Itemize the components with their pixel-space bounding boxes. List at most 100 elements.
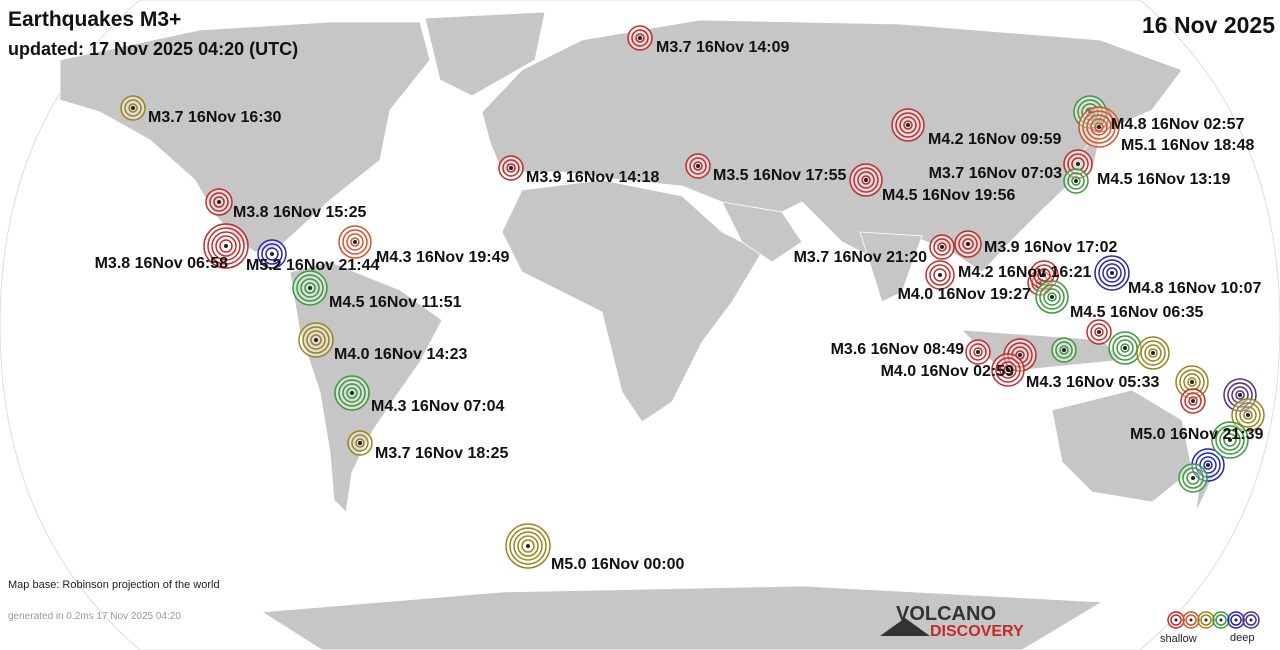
- ring: [1055, 341, 1073, 359]
- ring: [1243, 410, 1253, 420]
- quake-marker: [1136, 336, 1170, 370]
- ring: [1183, 373, 1201, 391]
- center: [131, 106, 135, 110]
- ring: [1059, 345, 1069, 355]
- ring: [1231, 386, 1249, 404]
- center: [1076, 162, 1080, 166]
- quake-marker: [334, 375, 370, 411]
- ring: [1120, 343, 1130, 353]
- center: [217, 200, 221, 204]
- center: [1062, 348, 1066, 352]
- quake-label: M4.8 16Nov 10:07: [1128, 280, 1262, 297]
- center: [1006, 368, 1010, 372]
- land: [59, 11, 1217, 650]
- ring: [1043, 288, 1061, 306]
- ring: [1144, 344, 1162, 362]
- quake-marker: [1035, 280, 1069, 314]
- quake-label: M3.7 16Nov 21:20: [794, 249, 928, 266]
- ring: [350, 237, 360, 247]
- center: [1238, 393, 1242, 397]
- ring: [1033, 264, 1055, 286]
- generated: generated in 0.2ms 17 Nov 2025 04:20: [8, 611, 181, 622]
- quakes: M3.7 16Nov 14:09 M3.7 16Nov 16:30 M3.9 16N…: [95, 25, 1265, 573]
- center: [696, 164, 700, 168]
- ring: [631, 29, 649, 47]
- quake-label: M4.0 16Nov 14:23: [334, 346, 468, 363]
- ring: [306, 330, 326, 350]
- quake-label: M3.9 16Nov 17:02: [984, 239, 1118, 256]
- quake-label: M3.7 16Nov 18:25: [375, 445, 509, 462]
- ring: [1239, 406, 1257, 424]
- quake-label: M5.1 16Nov 18:48: [1121, 137, 1255, 154]
- ring: [1179, 369, 1205, 395]
- ring: [1098, 259, 1126, 287]
- ring: [895, 112, 921, 138]
- legend-ring: [1242, 611, 1260, 629]
- ring: [958, 234, 978, 254]
- legend-ring: [1170, 614, 1182, 626]
- ring: [346, 387, 358, 399]
- center: [1042, 273, 1046, 277]
- ring: [1112, 335, 1138, 361]
- center: [976, 350, 980, 354]
- ring: [1182, 467, 1204, 489]
- ring: [899, 116, 917, 134]
- quake-marker: [120, 95, 146, 121]
- legend-ring: [1182, 611, 1200, 629]
- ring: [1047, 292, 1057, 302]
- ring: [355, 438, 365, 448]
- ring: [853, 167, 879, 193]
- ring: [1235, 402, 1261, 428]
- quake-label: M4.8 16Nov 02:57: [1111, 116, 1245, 133]
- ring: [219, 239, 233, 253]
- ring: [1082, 110, 1116, 144]
- quake-marker: [1175, 365, 1209, 399]
- ring: [1003, 365, 1013, 375]
- quake-marker: [991, 353, 1025, 387]
- legend-ring: [1230, 614, 1242, 626]
- ring: [693, 161, 703, 171]
- ring: [261, 243, 283, 265]
- quake-label: M4.2 16Nov 09:59: [928, 131, 1062, 148]
- map-base: Map base: Robinson projection of the wor…: [8, 579, 220, 591]
- ring: [506, 163, 516, 173]
- quake-marker: [1051, 337, 1077, 363]
- ring: [929, 264, 951, 286]
- legend-center: [1219, 618, 1223, 622]
- legend-center: [1174, 618, 1178, 622]
- ring: [1067, 172, 1085, 190]
- ring: [300, 278, 320, 298]
- logo-icon: [880, 618, 930, 636]
- quake-label: M5.0 16Nov 21:39: [1130, 426, 1264, 443]
- center: [1018, 353, 1022, 357]
- ring: [124, 99, 142, 117]
- quake-marker: [1078, 106, 1120, 148]
- quake-label: M3.7 16Nov 16:30: [148, 109, 282, 126]
- center: [1050, 295, 1054, 299]
- quake-label: M4.3 16Nov 05:33: [1026, 374, 1160, 391]
- quake-marker: [954, 230, 982, 258]
- center: [1228, 438, 1232, 442]
- quake-label: M3.5 16Nov 17:55: [713, 167, 847, 184]
- quake-marker: [891, 108, 925, 142]
- quake-marker: [338, 225, 372, 259]
- quake-marker: [1029, 260, 1059, 290]
- center: [350, 391, 354, 395]
- ring: [1215, 425, 1245, 455]
- center: [1191, 476, 1195, 480]
- ring: [903, 120, 913, 130]
- logo-bottom: DISCOVERY: [930, 623, 1024, 640]
- quake-marker: [347, 430, 373, 456]
- ring: [513, 531, 543, 561]
- quake-marker: [1086, 319, 1112, 345]
- logo: VOLCANO DISCOVERY: [880, 603, 1024, 640]
- logo-top: VOLCANO: [896, 603, 996, 625]
- ring: [995, 357, 1021, 383]
- ring: [857, 171, 875, 189]
- ring: [1203, 460, 1213, 470]
- ring: [342, 383, 362, 403]
- legend-center: [1204, 618, 1208, 622]
- center: [1110, 271, 1114, 275]
- ring: [1086, 114, 1112, 140]
- legend: shallow deep: [1160, 611, 1260, 645]
